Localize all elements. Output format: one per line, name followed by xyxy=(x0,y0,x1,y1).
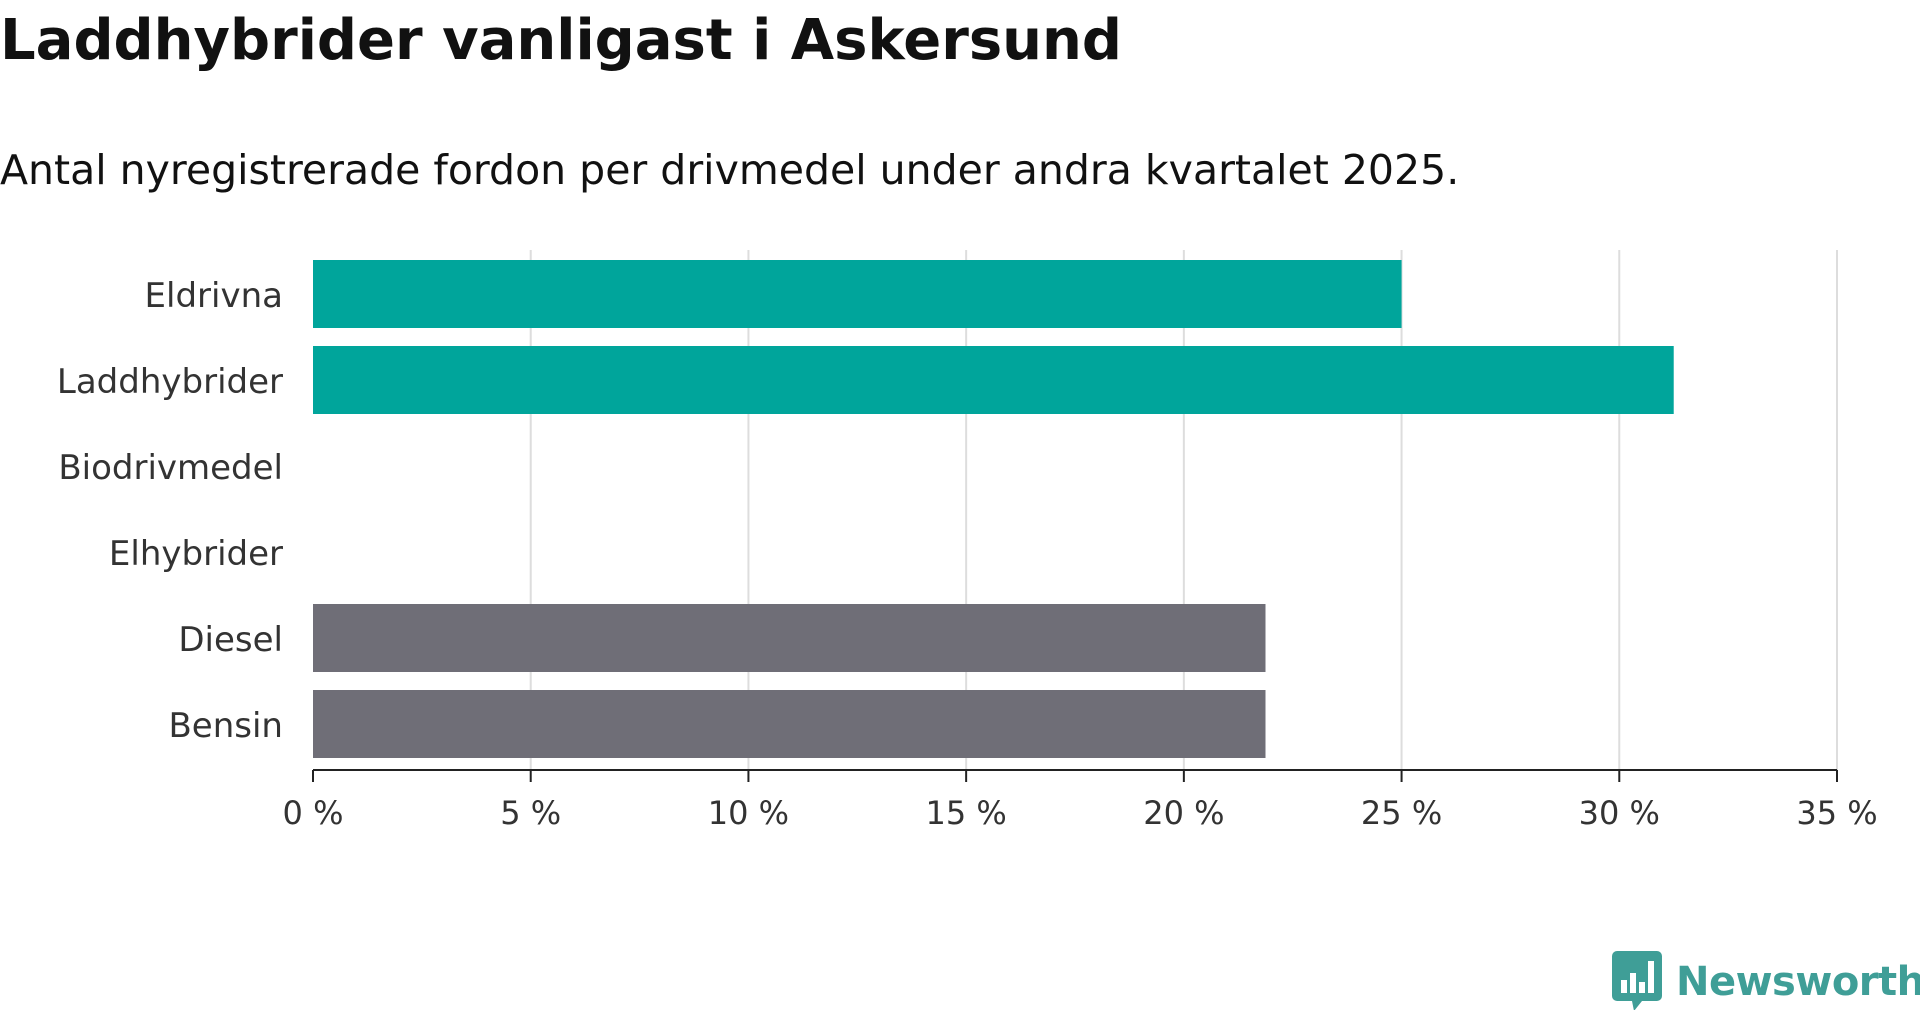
bar-bensin xyxy=(313,690,1266,758)
chart-subtitle: Antal nyregistrerade fordon per drivmede… xyxy=(0,146,1460,194)
x-tick-label: 30 % xyxy=(1579,794,1660,832)
category-label: Bensin xyxy=(168,706,283,746)
x-tick-label: 10 % xyxy=(708,794,789,832)
x-axis: 0 % 5 % 10 % 15 % 20 % 25 % 30 % 35 % xyxy=(283,769,1878,832)
x-tick-label: 5 % xyxy=(500,794,561,832)
x-tick-label: 20 % xyxy=(1143,794,1224,832)
bars xyxy=(313,260,1674,758)
category-label: Diesel xyxy=(178,620,283,660)
x-tick-label: 25 % xyxy=(1361,794,1442,832)
x-tick-label: 15 % xyxy=(925,794,1006,832)
x-tick-label: 0 % xyxy=(283,794,344,832)
chart-title: Laddhybrider vanligast i Askersund xyxy=(0,8,1122,73)
category-label: Eldrivna xyxy=(145,276,283,316)
bar-chart-speech-bubble-icon xyxy=(1612,951,1662,1010)
category-label: Biodrivmedel xyxy=(58,448,283,488)
category-labels: Eldrivna Laddhybrider Biodrivmedel Elhybrid… xyxy=(57,276,283,746)
bar-eldrivna xyxy=(313,260,1402,328)
grid-lines xyxy=(529,250,1838,770)
newsworthy-logo: Newsworthy xyxy=(1612,950,1920,1010)
x-tick-label: 35 % xyxy=(1796,794,1877,832)
bar-diesel xyxy=(313,604,1266,672)
bar-chart: 0 % 5 % 10 % 15 % 20 % 25 % 30 % 35 % Eldrivna L… xyxy=(57,250,1878,832)
category-label: Elhybrider xyxy=(109,534,283,574)
category-label: Laddhybrider xyxy=(57,362,283,402)
logo-text: Newsworthy xyxy=(1676,959,1920,1005)
bar-laddhybrider xyxy=(313,346,1674,414)
